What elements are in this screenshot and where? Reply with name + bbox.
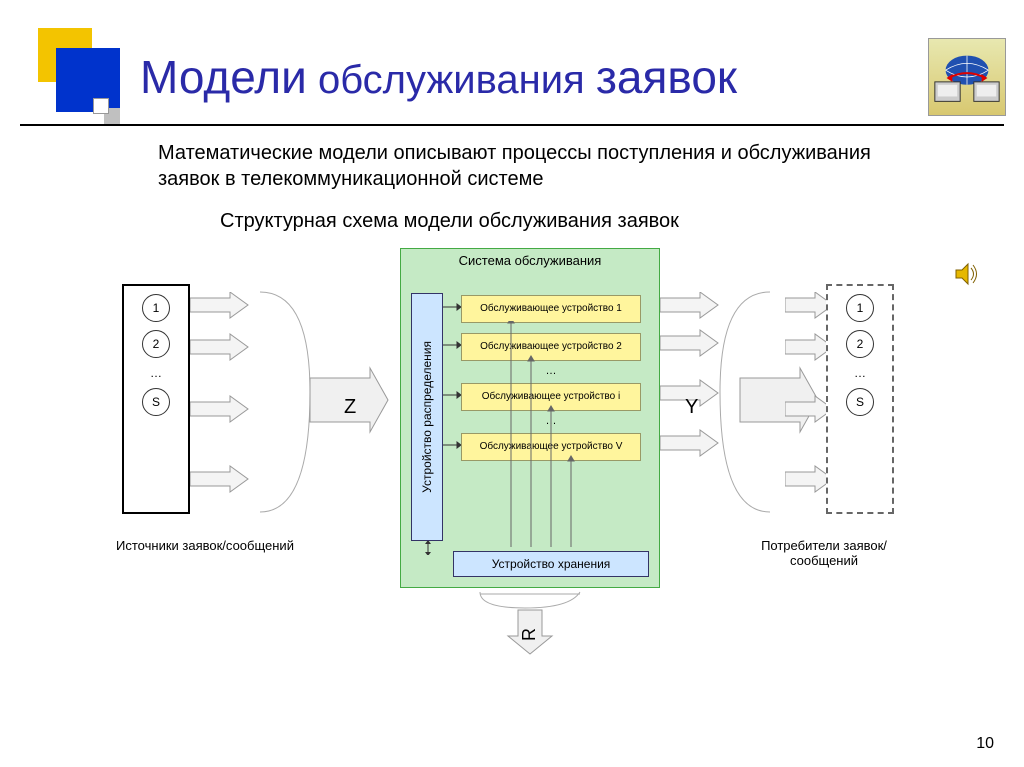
consumer-node: S xyxy=(846,388,874,416)
source-ellipsis: … xyxy=(124,366,188,380)
source-node: 1 xyxy=(142,294,170,322)
service-system-box: Система обслуживания Устройство распреде… xyxy=(400,248,660,588)
sources-label: Источники заявок/сообщений xyxy=(100,538,310,553)
header-computers-icon xyxy=(928,38,1006,116)
intro-text: Математические модели описывают процессы… xyxy=(158,140,918,192)
consumers-label: Потребители заявок/сообщений xyxy=(734,538,914,568)
title-word-2: обслуживания xyxy=(318,58,585,102)
queueing-diagram: 1 2 … S Источники заявок/сообщений Z Сис… xyxy=(100,248,924,678)
y-label: Y xyxy=(685,396,698,419)
distribution-label: Устройство распределения xyxy=(420,341,434,493)
storage-device: Устройство хранения xyxy=(453,551,649,577)
z-label: Z xyxy=(344,396,356,419)
r-label: R xyxy=(519,628,540,641)
speaker-icon xyxy=(952,260,980,288)
title-rule xyxy=(20,124,1004,126)
source-arrows xyxy=(190,292,250,512)
dist-storage-link xyxy=(421,541,435,555)
service-device: Обслуживающее устройство 1 xyxy=(461,295,641,323)
title-word-3: заявок xyxy=(596,51,737,103)
dist-to-device-arrows xyxy=(443,293,461,473)
slide-title: Модели обслуживания заявок xyxy=(140,50,737,104)
diagram-subtitle: Структурная схема модели обслуживания за… xyxy=(220,210,679,233)
r-flow-arrow xyxy=(470,588,590,658)
consumers-box: 1 2 … S xyxy=(826,284,894,514)
consumer-ellipsis: … xyxy=(828,366,892,380)
device-storage-links xyxy=(501,321,601,553)
title-word-1: Модели xyxy=(140,51,307,103)
page-number: 10 xyxy=(976,735,994,753)
decor-square-blue xyxy=(56,48,120,112)
decor-square-white xyxy=(93,98,109,114)
distribution-device: Устройство распределения xyxy=(411,293,443,541)
z-flow-arrow xyxy=(250,282,400,522)
source-node: S xyxy=(142,388,170,416)
system-title: Система обслуживания xyxy=(401,249,659,275)
consumer-node: 1 xyxy=(846,294,874,322)
consumer-node: 2 xyxy=(846,330,874,358)
source-node: 2 xyxy=(142,330,170,358)
sources-box: 1 2 … S xyxy=(122,284,190,514)
